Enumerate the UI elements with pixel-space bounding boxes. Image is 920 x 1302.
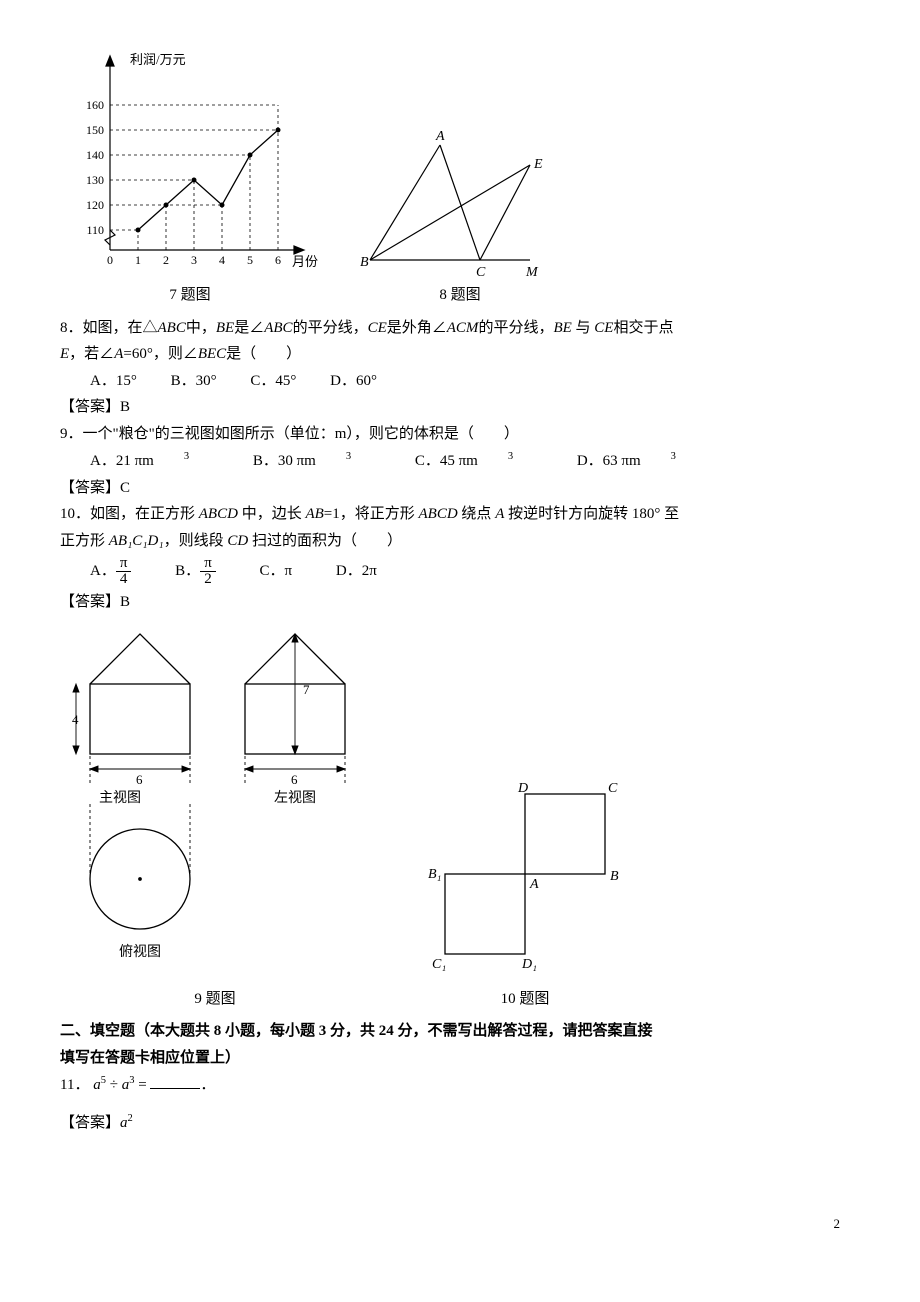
q11-answer: 【答案】a2 <box>60 1111 860 1135</box>
svg-text:150: 150 <box>86 123 104 137</box>
q9-answer: 【答案】C <box>60 477 860 500</box>
svg-text:B₁: B₁ <box>428 867 441 882</box>
figure-row-9-10: 4 6 主视图 <box>60 624 860 1011</box>
chart7-xlabel: 月份 <box>292 254 318 269</box>
figure9-caption: 9 题图 <box>194 988 235 1011</box>
svg-text:6: 6 <box>291 772 298 787</box>
q10-options: A．π4 B．π2 C．π D．2π <box>60 556 860 587</box>
figure-row-7-8: 110 120 130 140 150 160 0 1 2 3 4 5 6 <box>60 50 860 307</box>
chart-7: 110 120 130 140 150 160 0 1 2 3 4 5 6 <box>60 50 320 307</box>
chart7-ylabel: 利润/万元 <box>130 52 186 67</box>
q8-answer: 【答案】B <box>60 396 860 419</box>
section2-head1: 二、填空题（本大题共 8 小题，每小题 3 分，共 24 分，不需写出解答过程，… <box>60 1020 860 1043</box>
svg-text:160: 160 <box>86 98 104 112</box>
figure10-caption: 10 题图 <box>501 988 550 1011</box>
q8-opt-d: D．60° <box>330 370 377 393</box>
svg-text:俯视图: 俯视图 <box>119 944 161 960</box>
q9-options: A．21 πm3 B．30 πm3 C．45 πm3 D．63 πm3 <box>60 449 860 473</box>
svg-text:5: 5 <box>247 253 253 267</box>
q9-text: 9．一个"粮仓"的三视图如图所示（单位：m），则它的体积是（ ） <box>60 423 860 446</box>
svg-text:120: 120 <box>86 198 104 212</box>
page-number: 2 <box>60 1214 860 1234</box>
svg-text:0: 0 <box>107 253 113 267</box>
svg-text:C: C <box>476 265 486 280</box>
svg-text:2: 2 <box>163 253 169 267</box>
svg-text:1: 1 <box>135 253 141 267</box>
svg-text:左视图: 左视图 <box>274 790 316 806</box>
figure-9: 4 6 主视图 <box>60 624 370 1011</box>
svg-text:3: 3 <box>191 253 197 267</box>
svg-text:D: D <box>517 781 528 796</box>
q11-blank <box>150 1073 200 1089</box>
q8-opt-a: A．15° <box>90 370 137 393</box>
figure8-caption: 8 题图 <box>439 284 480 307</box>
q10-opt-d: D．2π <box>336 563 377 579</box>
q8-options: A．15° B．30° C．45° D．60° <box>60 370 860 393</box>
svg-text:B: B <box>360 255 369 270</box>
q8-opt-b: B．30° <box>171 370 217 393</box>
figure-8: A B C E M 8 题图 <box>360 130 560 307</box>
svg-text:B: B <box>610 869 619 884</box>
svg-text:A: A <box>435 130 445 144</box>
q9-opt-c: C．45 πm3 <box>415 449 543 473</box>
svg-text:C₁: C₁ <box>432 957 446 972</box>
svg-text:130: 130 <box>86 173 104 187</box>
svg-text:C: C <box>608 781 618 796</box>
q9-opt-a: A．21 πm3 <box>90 449 219 473</box>
q10-line2: 正方形 AB₁C₁D₁，则线段 CD 扫过的面积为（ ） <box>60 530 860 553</box>
q10-line1: 10．如图，在正方形 ABCD 中，边长 AB=1，将正方形 ABCD 绕点 A… <box>60 503 860 526</box>
figure-10: D C B A B₁ C₁ D₁ 10 题图 <box>410 764 640 1011</box>
q10-answer: 【答案】B <box>60 591 860 614</box>
q11-text: 11． a5 ÷ a3 = ． <box>60 1073 860 1097</box>
svg-text:140: 140 <box>86 148 104 162</box>
section2-head2: 填写在答题卡相应位置上） <box>60 1047 860 1070</box>
q8-line2: E，若∠A=60°，则∠BEC是（ ） <box>60 343 860 366</box>
q9-opt-d: D．63 πm3 <box>577 449 706 473</box>
q8-opt-c: C．45° <box>250 370 296 393</box>
q8-line1: 8．如图，在△ABC中，BE是∠ABC的平分线，CE是外角∠ACM的平分线，BE… <box>60 317 860 340</box>
svg-text:M: M <box>525 265 539 280</box>
svg-text:7: 7 <box>303 682 310 697</box>
svg-text:主视图: 主视图 <box>99 790 141 806</box>
q10-opt-b: B．π2 <box>175 563 219 579</box>
svg-text:E: E <box>533 157 543 172</box>
svg-text:4: 4 <box>219 253 225 267</box>
q9-opt-b: B．30 πm3 <box>253 449 381 473</box>
q10-opt-a: A．π4 <box>90 563 135 579</box>
svg-text:6: 6 <box>136 772 143 787</box>
q10-opt-c: C．π <box>260 563 293 579</box>
svg-text:110: 110 <box>86 223 104 237</box>
svg-text:6: 6 <box>275 253 281 267</box>
svg-text:4: 4 <box>72 712 79 727</box>
svg-text:A: A <box>529 877 539 892</box>
svg-text:D₁: D₁ <box>521 957 537 972</box>
chart7-caption: 7 题图 <box>169 284 210 307</box>
